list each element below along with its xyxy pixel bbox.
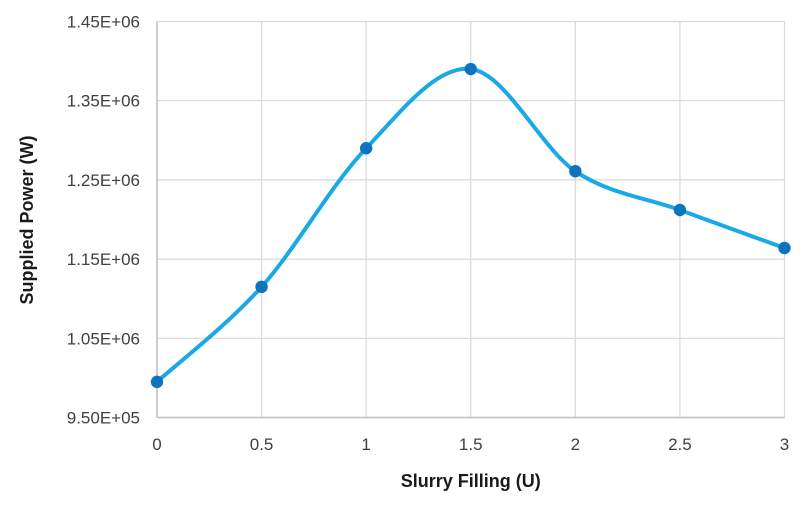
data-point-marker: [569, 164, 582, 178]
data-point-marker: [359, 142, 373, 155]
data-point-marker: [464, 62, 477, 76]
data-point-marker: [150, 375, 164, 389]
y-tick-label: 1.05E+06: [67, 329, 140, 348]
gridlines: [156, 20, 786, 419]
data-point-marker: [255, 280, 268, 294]
axis-lines: [156, 21, 785, 419]
y-tick-label: 1.15E+06: [67, 250, 140, 269]
x-axis-title: Slurry Filling (U): [401, 471, 541, 491]
x-tick-label: 0.5: [250, 435, 274, 454]
y-axis-title: Supplied Power (W): [17, 135, 37, 304]
x-tick-label: 2: [571, 435, 580, 454]
data-point-marker: [778, 241, 791, 255]
x-tick-label: 0: [152, 435, 161, 454]
x-tick-label: 1.5: [459, 435, 483, 454]
y-tick-label: 9.50E+05: [67, 409, 140, 428]
data-point-marker: [673, 203, 687, 217]
y-tick-label: 1.45E+06: [67, 13, 140, 32]
x-tick-label: 2.5: [668, 435, 692, 454]
data-series: [150, 62, 791, 389]
y-tick-label: 1.25E+06: [67, 171, 140, 190]
x-tick-label: 1: [361, 435, 370, 454]
x-tick-label: 3: [780, 435, 789, 454]
y-tick-label: 1.35E+06: [67, 92, 140, 111]
tick-labels: 9.50E+05 1.05E+06 1.15E+06 1.25E+06 1.35E+06…: [67, 13, 790, 455]
